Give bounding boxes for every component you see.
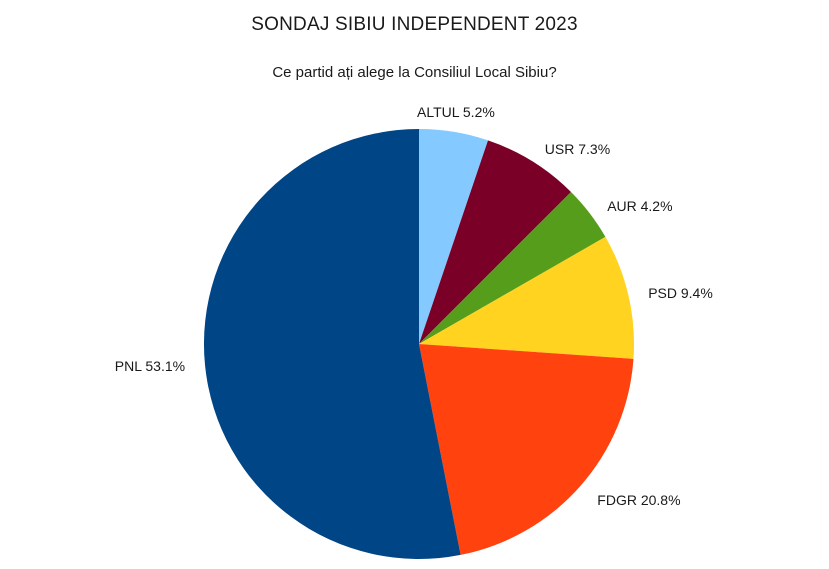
pie-slice-pnl [203, 128, 461, 560]
slice-label-psd: PSD 9.4% [648, 285, 713, 301]
slice-label-aur: AUR 4.2% [607, 198, 672, 214]
slice-label-pnl: PNL 53.1% [115, 358, 185, 374]
pie-slice-psd [419, 236, 635, 359]
pie-slice-altul [419, 129, 488, 344]
chart-subtitle: Ce partid ați alege la Consiliul Local S… [272, 64, 557, 81]
pie-slice-fdgr [419, 344, 634, 555]
pie-slice-usr [419, 140, 572, 344]
slice-label-fdgr: FDGR 20.8% [597, 492, 680, 508]
pie-slice-aur [419, 191, 606, 344]
slice-label-usr: USR 7.3% [545, 141, 610, 157]
slice-label-altul: ALTUL 5.2% [417, 104, 495, 120]
chart-title: SONDAJ SIBIU INDEPENDENT 2023 [251, 14, 578, 35]
